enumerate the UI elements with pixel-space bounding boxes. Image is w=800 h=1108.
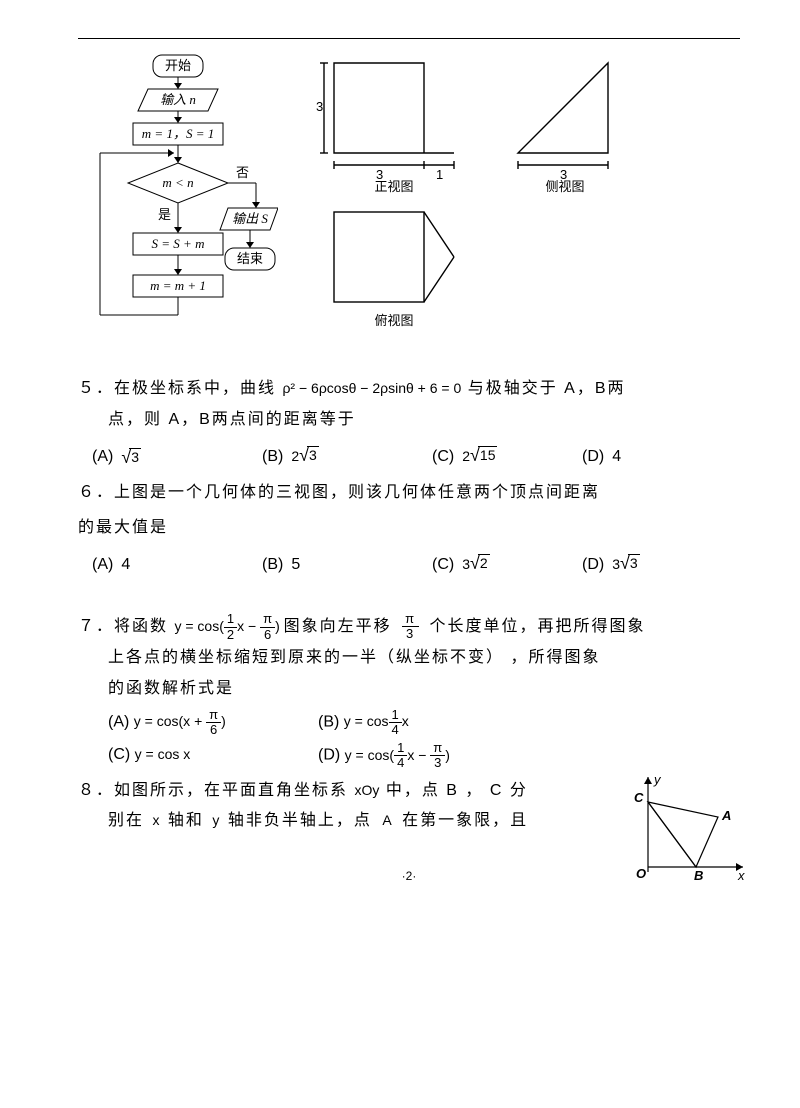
svg-text:侧视图: 侧视图 [545,179,584,193]
svg-text:x: x [737,868,745,882]
svg-text:A: A [721,808,731,823]
q5-line1: ５．在极坐标系中，曲线 ρ² − 6ρcosθ − 2ρsinθ + 6 = 0… [78,375,740,404]
fc-no: 否 [236,165,249,180]
q5-line2: 点，则 A，B两点间的距离等于 [108,406,740,435]
svg-text:C: C [634,790,644,805]
q5-equation: ρ² − 6ρcosθ − 2ρsinθ + 6 = 0 [282,380,461,396]
svg-text:B: B [694,868,703,882]
svg-text:正视图: 正视图 [374,179,413,193]
q6-options: (A) 4 (B) 5 (C) 3√2 (D) 3√3 [92,551,740,580]
q7-line2: 上各点的横坐标缩短到原来的一半（纵坐标不变） ，所得图象 [108,644,740,673]
three-views-figure: 3 3 1 正视图 3 侧视图 [314,53,630,358]
svg-text:俯视图: 俯视图 [374,313,413,328]
q7-line3: 的函数解析式是 [108,675,740,704]
q5-options: (A) √3 (B) 2√3 (C) 2√15 (D) 4 [92,443,740,472]
fc-init: m = 1，S = 1 [142,126,214,141]
fc-s: S = S + m [152,236,205,251]
q7-options: (A) y = cos(x + π6) (B) y = cos14x (C) y… [108,708,740,771]
svg-text:3: 3 [316,99,323,114]
fc-cond: m < n [162,175,193,190]
fc-start: 开始 [165,58,191,73]
fc-out: 输出 S [232,211,268,226]
q6-line1: ６．上图是一个几何体的三视图，则该几何体任意两个顶点间距离 [78,479,740,508]
svg-text:O: O [636,866,646,881]
q6-line2: 的最大值是 [78,514,740,543]
fc-end: 结束 [237,251,263,266]
flowchart-figure: 开始 输入 n m = 1，S = 1 m < n 否 输出 S [78,53,278,365]
svg-text:1: 1 [436,167,443,182]
q8-figure: y x O C A B [628,772,748,882]
fc-input: 输入 n [160,92,196,107]
fc-yes: 是 [158,207,171,222]
svg-text:y: y [653,772,662,787]
q7-line1: ７．将函数 y = cos(12x − π6) 图象向左平移 π3 个长度单位，… [78,612,740,642]
fc-m: m = m + 1 [150,278,206,293]
